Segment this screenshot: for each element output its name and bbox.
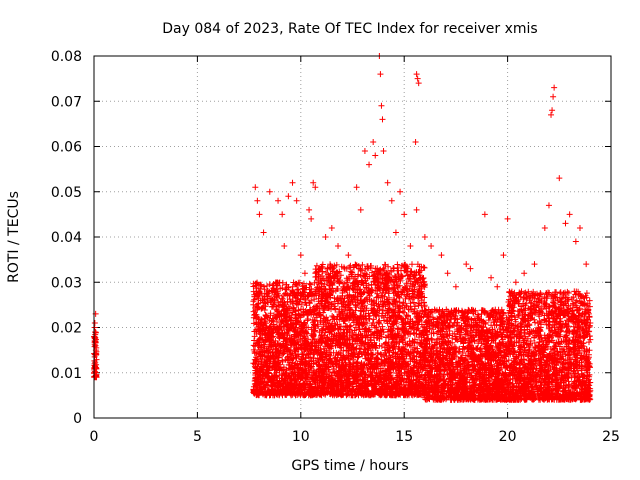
data-point [392,229,399,236]
data-point [576,224,583,231]
data-point [500,252,507,259]
data-point [566,211,573,218]
x-axis-label: GPS time / hours [291,458,408,474]
data-point [297,252,304,259]
data-point [289,179,296,186]
data-point [254,197,261,204]
data-point [279,211,286,218]
chart-title: Day 084 of 2023, Rate Of TEC Index for r… [162,21,537,37]
data-point [549,107,556,114]
data-point [301,270,308,277]
data-point [531,261,538,268]
data-point [293,197,300,204]
data-point [345,252,352,259]
data-point [372,152,379,159]
data-point [444,270,451,277]
y-tick-label: 0.03 [51,275,82,291]
data-point [256,211,263,218]
data-point [328,224,335,231]
y-tick-label: 0.05 [51,185,82,201]
data-point [366,161,373,168]
data-point [463,261,470,268]
y-tick-label: 0.02 [51,321,82,337]
data-point [91,324,98,331]
data-point [412,138,419,145]
y-tick-label: 0.04 [51,230,82,246]
data-point [407,243,414,250]
data-point [413,71,420,78]
data-point [467,265,474,272]
x-tick-label: 20 [499,429,517,445]
data-point [583,261,590,268]
y-tick-label: 0.01 [51,366,82,382]
data-point [377,71,384,78]
data-point [92,351,99,358]
data-point [550,93,557,100]
data-point [556,175,563,182]
x-tick-label: 0 [90,429,99,445]
data-point [335,243,342,250]
data-point [541,224,548,231]
y-tick-label: 0.07 [51,94,82,110]
data-point [587,319,594,326]
x-tick-label: 15 [395,429,413,445]
data-point [357,206,364,213]
plot-frame [93,55,612,419]
data-point [494,283,501,290]
x-tick-label: 5 [193,429,202,445]
data-point [572,238,579,245]
data-point [401,211,408,218]
data-point [562,220,569,227]
data-point [308,215,315,222]
data-point [92,338,99,345]
y-tick-label: 0 [73,411,82,427]
data-point [428,243,435,250]
data-point [397,188,404,195]
data-point [452,283,459,290]
data-point [310,179,317,186]
data-point [551,84,558,91]
data-point [361,148,368,155]
data-point [481,211,488,218]
data-point [378,102,385,109]
data-point [275,197,282,204]
data-point [306,206,313,213]
data-point [413,206,420,213]
data-point [421,234,428,240]
data-point [380,148,387,155]
data-point [370,138,377,145]
data-point [252,184,259,191]
data-point [415,80,422,87]
y-tick-label: 0.06 [51,140,82,156]
y-tick-label: 0.08 [51,49,82,65]
data-point [322,234,329,240]
data-point [488,274,495,281]
data-point [521,270,528,277]
data-point [384,179,391,186]
x-tick-label: 25 [602,429,620,445]
data-point [266,188,273,195]
data-point [312,184,319,191]
data-point [260,229,267,236]
data-point [353,184,360,191]
data-point [504,215,511,222]
data-point [379,116,386,123]
data-point [545,202,552,209]
x-tick-label: 10 [292,429,310,445]
data-point [512,279,519,286]
data-point [388,197,395,204]
data-point [438,252,445,259]
data-point [414,75,421,82]
grid-lines [94,56,611,418]
y-axis-label: ROTI / TECUs [6,191,22,283]
data-point [281,243,288,250]
data-point [285,193,292,200]
data-point [92,329,99,336]
data-point [548,111,555,118]
